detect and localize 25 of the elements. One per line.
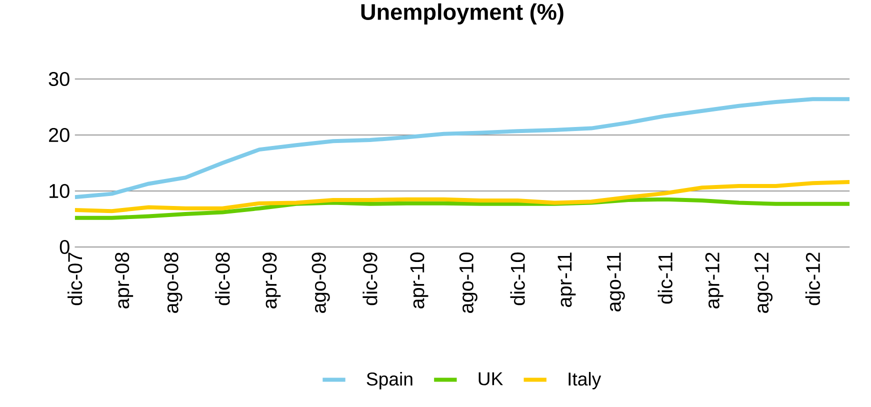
x-tick-label: ago-09 — [312, 252, 330, 313]
x-tick-label: ago-10 — [459, 252, 478, 313]
legend-label: UK — [478, 372, 503, 386]
y-tick-label: 0 — [60, 240, 70, 254]
x-tick-label: apr-08 — [115, 252, 134, 308]
x-tick-label: dic-10 — [510, 252, 525, 306]
x-tick-label: dic-11 — [658, 252, 672, 304]
chart-title: Unemployment (%) — [361, 3, 564, 24]
x-tick-label: ago-08 — [164, 252, 182, 313]
x-tick-label: ago-12 — [754, 252, 773, 313]
x-tick-label: apr-12 — [705, 252, 724, 308]
x-tick-label: dic-09 — [362, 252, 378, 306]
x-tick-label: apr-09 — [262, 252, 281, 308]
legend-label: Italy — [568, 372, 602, 390]
x-tick-label: apr-10 — [410, 252, 428, 308]
x-tick-label: apr-11 — [558, 252, 576, 307]
x-tick-label: dic-08 — [215, 252, 230, 306]
y-tick-label: 20 — [49, 128, 70, 142]
line-series — [74, 180, 850, 214]
x-tick-label: dic-12 — [805, 252, 820, 306]
y-tick-label: 30 — [48, 72, 70, 86]
legend-label: Spain — [366, 372, 412, 390]
y-tick-label: 10 — [50, 184, 70, 198]
x-tick-label: dic-07 — [68, 252, 82, 306]
x-tick-label: ago-11 — [607, 252, 625, 312]
